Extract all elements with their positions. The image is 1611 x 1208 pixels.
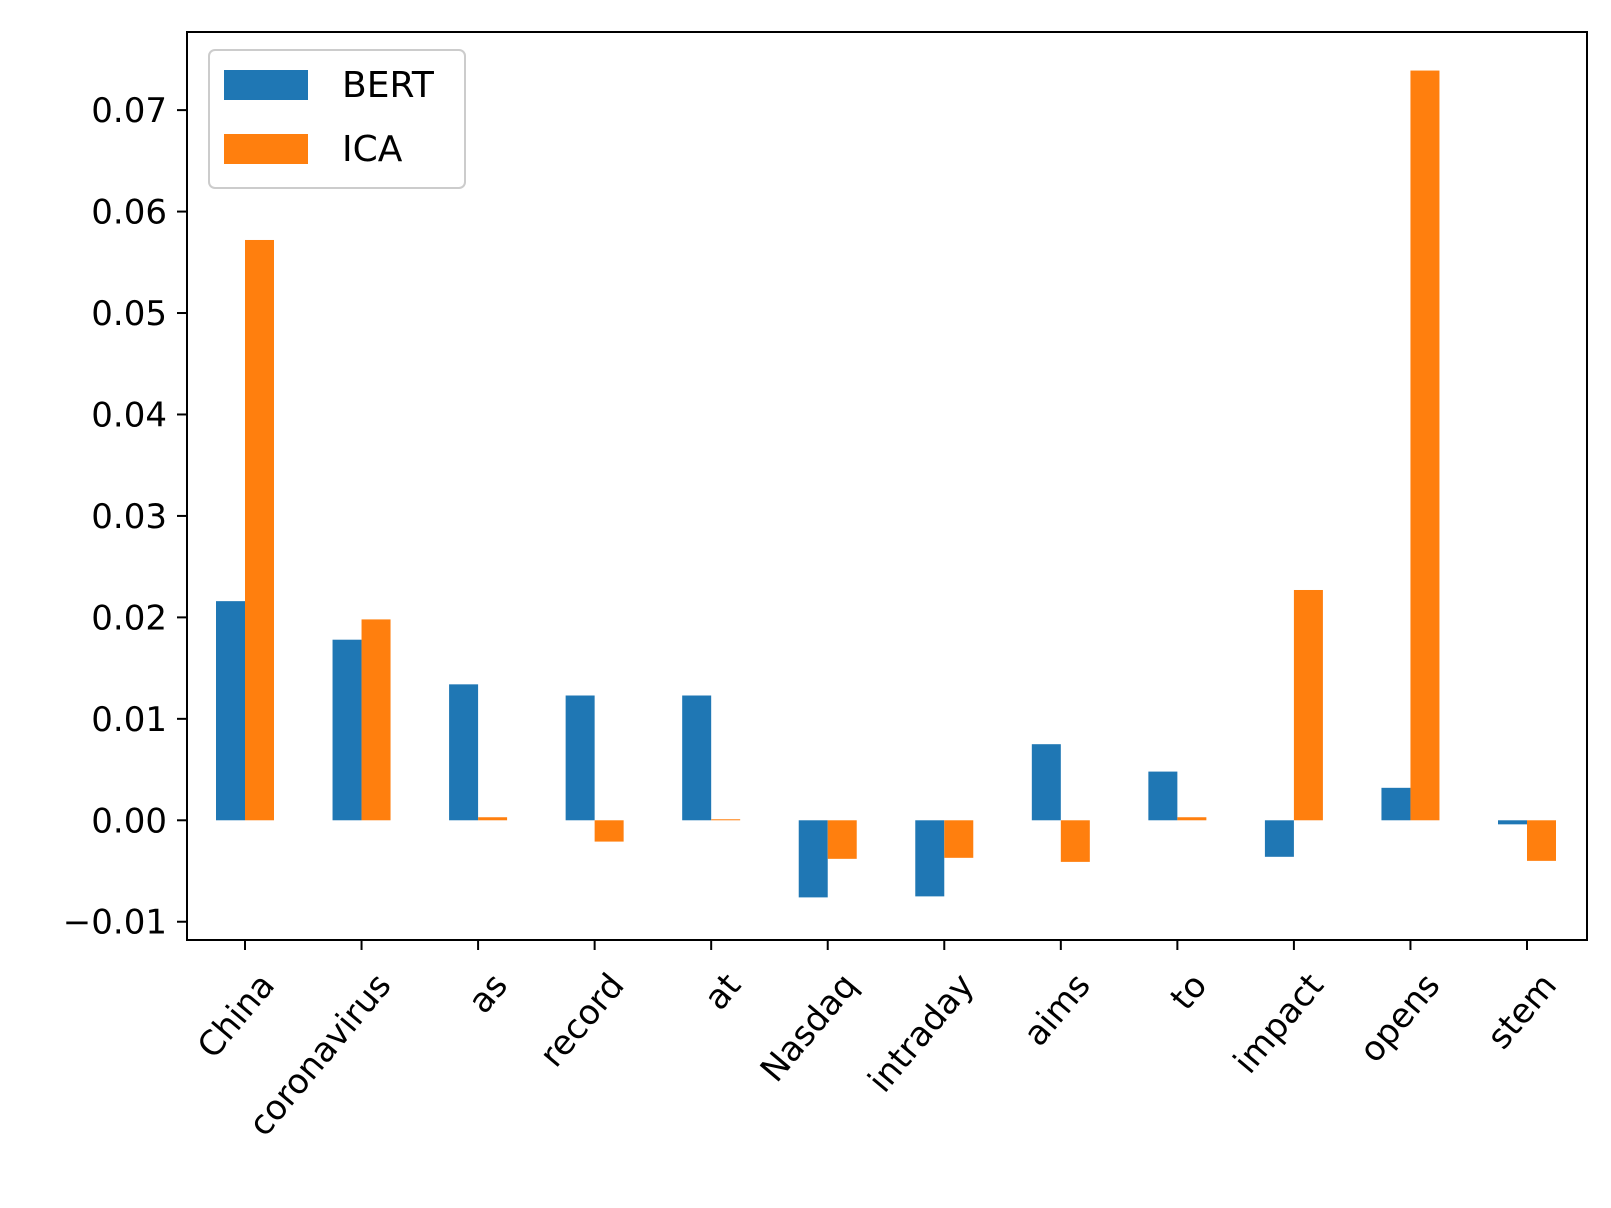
x-tick-label: intraday xyxy=(860,966,982,1100)
y-tick-label: 0.05 xyxy=(91,294,167,334)
bar-ica-nasdaq xyxy=(827,820,857,859)
bar-bert-record xyxy=(565,695,595,821)
bar-ica-impact xyxy=(1293,589,1323,821)
x-tick-label: to xyxy=(1163,966,1216,1018)
bar-bert-nasdaq xyxy=(798,820,828,898)
bar-ica-stem xyxy=(1527,820,1556,861)
y-tick-label: 0.00 xyxy=(91,801,167,841)
x-tick-label: opens xyxy=(1352,966,1449,1070)
bar-bert-to xyxy=(1148,771,1178,821)
bar-bert-aims xyxy=(1031,744,1061,821)
bar-ica-to xyxy=(1177,817,1207,821)
bar-ica-coronavirus xyxy=(361,619,391,821)
bars-layer xyxy=(216,70,1556,898)
x-tick-label: as xyxy=(461,966,516,1021)
plot-frame xyxy=(186,31,1588,941)
bar-ica-at xyxy=(711,819,741,821)
x-tick-label: at xyxy=(696,966,749,1018)
bar-bert-coronavirus xyxy=(332,639,362,821)
bar-bert-at xyxy=(682,695,712,821)
legend-swatch-ica xyxy=(224,134,308,164)
x-tick-label: stem xyxy=(1480,966,1565,1057)
bar-ica-china xyxy=(245,239,274,821)
bar-ica-record xyxy=(594,820,624,842)
bar-bert-impact xyxy=(1264,820,1294,857)
bar-ica-opens xyxy=(1410,70,1440,821)
legend-label-ica: ICA xyxy=(342,129,403,170)
y-tick-label: −0.01 xyxy=(63,903,167,943)
bar-ica-as xyxy=(478,817,508,821)
bar-bert-opens xyxy=(1381,787,1411,821)
y-tick-label: 0.03 xyxy=(91,497,167,537)
x-tick-label: record xyxy=(532,966,632,1075)
bar-bert-intraday xyxy=(915,820,945,897)
y-axis: −0.01 0.00 0.01 0.02 0.03 0.04 0.05 0.06 0.07 xyxy=(63,91,187,943)
x-tick-label: Nasdaq xyxy=(753,966,866,1090)
x-tick-label: China xyxy=(190,966,283,1066)
legend-label-bert: BERT xyxy=(342,65,435,106)
y-tick-label: 0.06 xyxy=(91,193,167,233)
bar-bert-as xyxy=(449,684,479,821)
bar-bert-china xyxy=(216,601,245,821)
bar-ica-intraday xyxy=(944,820,974,858)
y-tick-label: 0.04 xyxy=(91,395,167,435)
y-tick-label: 0.02 xyxy=(91,598,167,638)
x-tick-label: impact xyxy=(1226,966,1332,1081)
legend: BERT ICA xyxy=(208,49,466,189)
y-tick-label: 0.01 xyxy=(91,700,167,740)
x-tick-label: aims xyxy=(1016,966,1099,1054)
y-tick-label: 0.07 xyxy=(91,91,167,131)
bar-bert-stem xyxy=(1498,820,1527,825)
bar-ica-aims xyxy=(1060,820,1090,862)
legend-swatch-bert xyxy=(224,70,308,100)
